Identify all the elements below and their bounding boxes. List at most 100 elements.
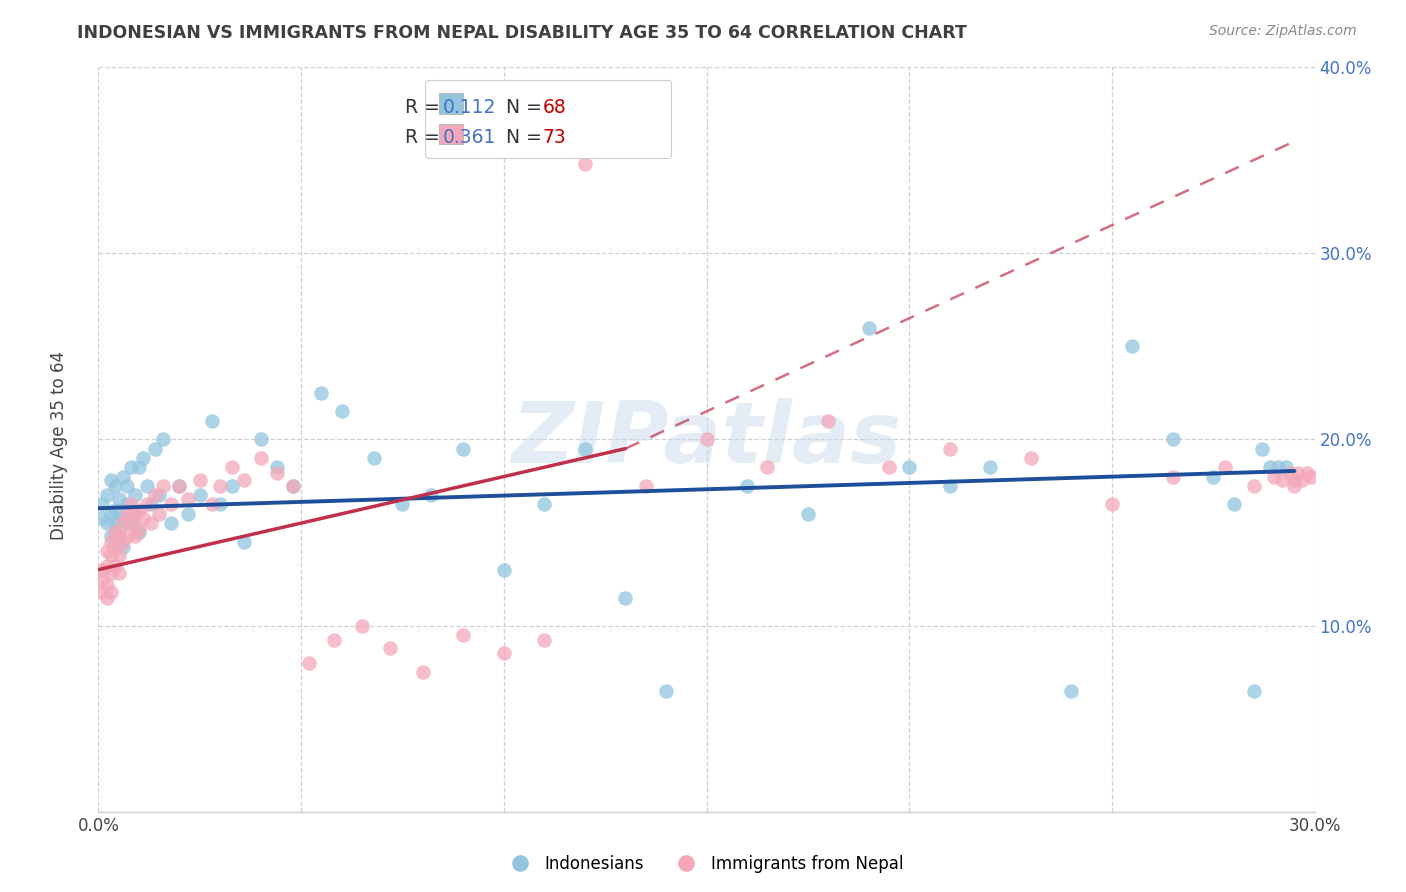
Point [363,450,385,465]
Point [1243,683,1265,698]
Point [233,473,256,487]
Point [115,479,138,493]
Point [107,529,129,543]
Point [1286,466,1309,480]
Point [104,525,127,540]
Text: N =: N = [494,128,547,147]
Point [281,479,304,493]
Point [209,498,232,512]
Point [96,488,118,502]
Point [877,460,900,475]
Point [91,510,114,524]
Point [412,665,434,679]
Point [107,491,129,506]
Point [1267,460,1289,475]
Point [249,450,271,465]
Point [136,498,159,512]
Point [104,503,127,517]
Point [249,432,271,446]
Point [1291,473,1313,487]
Point [143,488,166,502]
Point [124,488,146,502]
Point [221,460,243,475]
Point [1299,469,1322,483]
Point [100,473,122,487]
Point [104,479,127,493]
Point [104,541,127,555]
Point [797,507,820,521]
Point [939,442,962,456]
Point [614,591,637,605]
Point [136,479,159,493]
Point [115,498,138,512]
Point [132,510,155,524]
Point [111,510,134,524]
Point [1121,339,1143,353]
Point [574,157,596,171]
Point [120,516,142,530]
Point [107,522,129,536]
Point [120,460,142,475]
Point [169,479,191,493]
Point [128,525,150,540]
Point [111,469,134,483]
Point [735,479,758,493]
Point [169,479,191,493]
Text: Source: ZipAtlas.com: Source: ZipAtlas.com [1209,24,1357,38]
Point [91,498,114,512]
Legend:                                ,                                : , [426,80,672,158]
Point [100,507,122,521]
Point [132,450,155,465]
Point [91,572,114,586]
Point [107,534,129,549]
Point [139,498,162,512]
Point [979,460,1001,475]
Point [1295,466,1317,480]
Text: N =: N = [494,98,547,118]
Point [96,544,118,558]
Point [100,548,122,562]
Point [266,460,288,475]
Point [817,414,839,428]
Point [380,640,402,655]
Point [96,516,118,530]
Point [1258,460,1281,475]
Text: ZIPatlas: ZIPatlas [512,398,901,481]
Point [858,320,880,334]
Point [107,548,129,562]
Point [100,585,122,599]
Point [107,566,129,581]
Point [152,432,174,446]
Point [115,507,138,521]
Point [188,488,211,502]
Point [1275,460,1298,475]
Point [96,577,118,591]
Text: INDONESIAN VS IMMIGRANTS FROM NEPAL DISABILITY AGE 35 TO 64 CORRELATION CHART: INDONESIAN VS IMMIGRANTS FROM NEPAL DISA… [77,24,967,42]
Point [1215,460,1237,475]
Point [160,516,183,530]
Point [1161,469,1184,483]
Point [1263,469,1285,483]
Point [124,529,146,543]
Point [453,628,475,642]
Point [492,563,515,577]
Text: 68: 68 [543,98,567,118]
Point [201,414,224,428]
Point [1101,498,1123,512]
Point [574,442,596,456]
Point [298,656,321,670]
Point [1243,479,1265,493]
Point [492,647,515,661]
Point [128,503,150,517]
Point [330,404,353,418]
Point [176,491,198,506]
Legend: Indonesians, Immigrants from Nepal: Indonesians, Immigrants from Nepal [496,848,910,880]
Point [1251,442,1274,456]
Point [124,507,146,521]
Point [201,498,224,512]
Point [100,566,122,581]
Point [188,473,211,487]
Point [96,558,118,573]
Point [453,442,475,456]
Point [120,516,142,530]
